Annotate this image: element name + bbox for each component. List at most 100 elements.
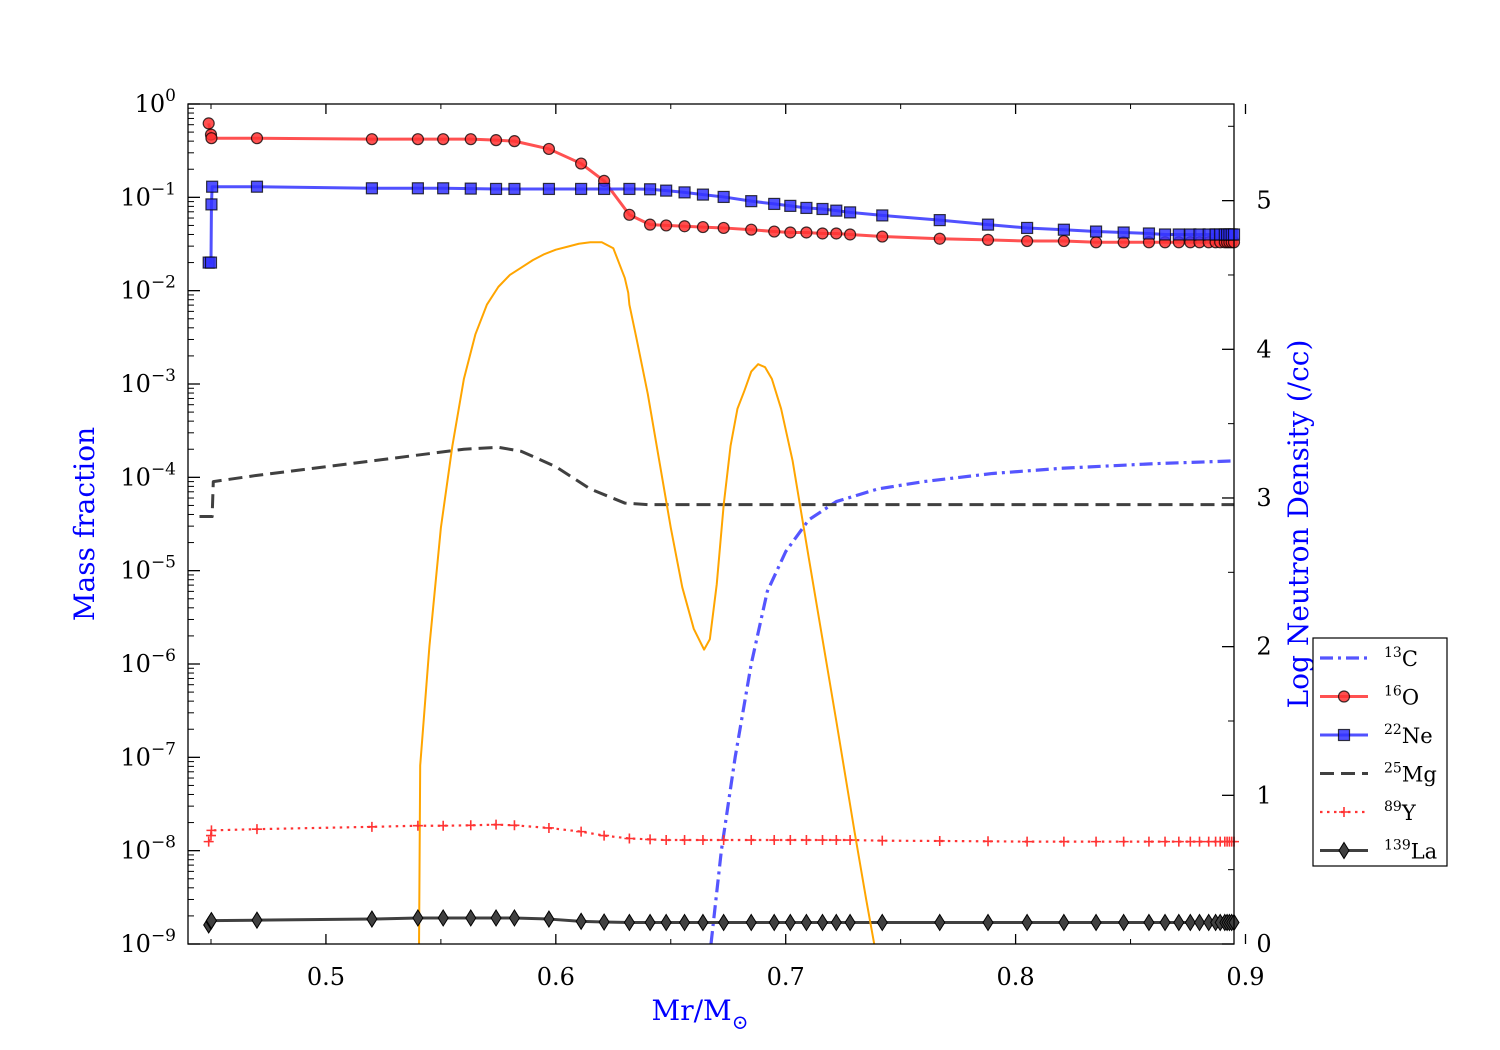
legend-box — [1312, 637, 1448, 867]
y-right-tick-label: 4 — [1256, 335, 1271, 363]
marker-o16 — [250, 132, 264, 145]
marker-y89 — [845, 835, 856, 846]
marker-la139 — [1193, 913, 1206, 932]
marker-ne22 — [1057, 223, 1070, 236]
marker-ne22 — [598, 182, 611, 196]
marker-y89 — [1091, 836, 1102, 847]
legend-marker-la139 — [1338, 841, 1350, 860]
marker-la139 — [830, 913, 842, 932]
marker-la139 — [598, 913, 610, 931]
marker-o16 — [830, 227, 843, 240]
series-line-y89 — [207, 823, 1234, 843]
legend-marker-o16 — [1337, 690, 1351, 703]
marker-y89 — [599, 830, 610, 841]
marker-o16 — [800, 226, 813, 239]
marker-o16 — [768, 225, 781, 238]
y-left-tick-label: 10−7 — [120, 739, 176, 771]
legend-label-o16: 16O — [1384, 684, 1419, 710]
marker-ne22 — [1089, 225, 1103, 238]
marker-la139 — [508, 909, 521, 927]
y-left-tick-label: 10−9 — [120, 926, 176, 958]
legend-item-mg25: 25Mg — [1320, 761, 1437, 787]
marker-ne22 — [464, 182, 477, 195]
marker-y89 — [718, 835, 729, 846]
marker-ne22 — [365, 182, 379, 195]
x-tick-label: 0.7 — [767, 963, 805, 991]
legend-item-o16: 16O — [1320, 684, 1419, 710]
marker-y89 — [934, 835, 945, 846]
marker-y89 — [661, 835, 672, 846]
marker-ne22 — [1158, 228, 1172, 241]
legend-label-la139: 139La — [1384, 838, 1437, 864]
marker-y89 — [1118, 836, 1129, 847]
marker-ne22 — [206, 180, 219, 193]
marker-y89 — [412, 820, 423, 831]
marker-la139 — [437, 909, 449, 927]
y-left-tick-label: 10−4 — [120, 459, 176, 491]
y-left-tick-label: 100 — [135, 86, 176, 118]
marker-y89 — [1160, 836, 1171, 847]
series-line-mg25 — [199, 445, 1234, 519]
y-right-tick-label: 1 — [1256, 781, 1271, 809]
markers-o16 — [202, 117, 1241, 249]
marker-la139 — [1184, 913, 1196, 932]
marker-y89 — [1022, 836, 1033, 847]
marker-y89 — [1194, 836, 1205, 847]
marker-la139 — [934, 913, 946, 932]
marker-o16 — [365, 133, 379, 146]
marker-y89 — [817, 835, 828, 846]
y-left-tick-label: 10−3 — [120, 366, 176, 398]
legend-label-mg25: 25Mg — [1384, 761, 1437, 787]
marker-ne22 — [508, 182, 521, 196]
marker-la139 — [1021, 913, 1033, 932]
marker-o16 — [816, 227, 829, 240]
marker-ne22 — [717, 190, 730, 204]
marker-la139 — [366, 910, 378, 929]
marker-ne22 — [489, 182, 503, 196]
marker-ne22 — [542, 182, 556, 196]
marker-o16 — [1020, 234, 1034, 248]
marker-o16 — [508, 135, 521, 148]
marker-ne22 — [784, 199, 797, 212]
marker-la139 — [490, 909, 502, 927]
marker-y89 — [1185, 836, 1196, 847]
marker-layer — [202, 117, 1241, 934]
marker-la139 — [768, 913, 780, 932]
y-left-tick-label: 10−2 — [120, 273, 176, 305]
marker-y89 — [206, 825, 217, 836]
marker-la139 — [1118, 913, 1130, 932]
marker-ne22 — [204, 256, 218, 269]
y-left-tick-label: 10−5 — [120, 553, 176, 585]
marker-la139 — [876, 913, 888, 932]
y-right-tick-label: 0 — [1256, 930, 1271, 958]
marker-o16 — [717, 221, 730, 235]
y-left-tick-label: 10−6 — [120, 646, 176, 678]
marker-ne22 — [643, 183, 657, 196]
marker-o16 — [411, 133, 424, 146]
marker-y89 — [746, 835, 757, 846]
marker-o16 — [1057, 234, 1070, 248]
marker-o16 — [575, 157, 588, 170]
marker-la139 — [251, 911, 263, 930]
marker-o16 — [981, 233, 995, 246]
legend-label-ne22: 22Ne — [1384, 722, 1433, 748]
legend-item-la139: 139La — [1320, 838, 1437, 864]
marker-la139 — [660, 913, 672, 932]
marker-y89 — [1143, 836, 1154, 847]
marker-y89 — [785, 835, 796, 846]
markers-ne22 — [202, 180, 1241, 269]
marker-o16 — [205, 132, 218, 145]
marker-y89 — [465, 820, 476, 831]
marker-o16 — [542, 142, 556, 156]
marker-o16 — [202, 117, 215, 130]
marker-ne22 — [623, 182, 636, 196]
marker-ne22 — [876, 209, 889, 222]
marker-ne22 — [411, 182, 424, 195]
marker-ne22 — [437, 182, 450, 195]
plot-frame — [187, 103, 1235, 945]
markers-y89 — [203, 819, 1239, 847]
marker-la139 — [543, 910, 555, 929]
marker-y89 — [769, 835, 780, 846]
legend: 13C 16O 22Ne 25Mg 89Y 139La — [1312, 637, 1448, 867]
marker-la139 — [1090, 913, 1102, 932]
